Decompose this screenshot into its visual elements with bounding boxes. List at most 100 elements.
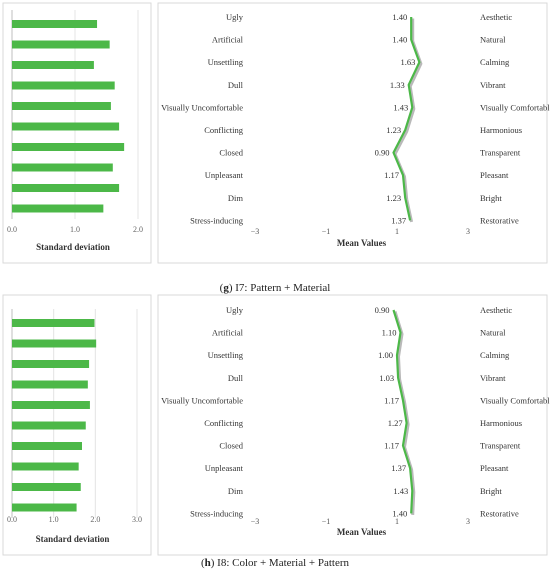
sd-bar [12,483,81,491]
sd-bar [12,61,94,69]
mean-value-label: 1.40 [392,508,407,518]
sd-bar [12,204,104,213]
mean-tick-label: 3 [466,227,470,236]
mean-left-label: Dim [228,193,244,203]
mean-value-label: 0.90 [375,305,390,315]
mean-right-label: Harmonious [480,418,522,428]
mean-left-label: Dull [228,80,244,90]
sd-bar [12,102,111,110]
mean-right-label: Bright [480,193,502,203]
mean-right-label: Vibrant [480,80,506,90]
mean-right-label: Pleasant [480,463,509,473]
sd-bar [12,20,98,28]
mean-right-label: Calming [480,57,510,67]
mean-right-label: Restorative [480,215,519,225]
sd-bar [12,421,86,430]
mean-left-label: Stress-inducing [190,508,244,518]
mean-left-label: Dim [228,486,244,496]
caption-h-letter: h [204,557,211,569]
mean-value-label: 1.37 [391,463,406,473]
mean-tick-label: 3 [466,517,470,526]
sd-bar [12,163,113,172]
mean-right-label: Transparent [480,148,521,158]
mean-value-label: 1.33 [390,80,405,90]
mean-chart-frame [157,294,548,556]
caption-g-letter: g [223,282,229,294]
sd-bar [12,81,115,90]
mean-value-label: 1.23 [386,193,401,203]
caption-h-text: ) I8: Color + Material + Pattern [210,557,350,569]
mean-left-label: Conflicting [204,125,243,135]
sd-axis-title: Standard deviation [36,534,110,544]
sd-bar [12,401,90,409]
sd-bar [12,122,120,131]
mean-right-label: Harmonious [480,125,522,135]
mean-right-label: Natural [480,35,506,45]
mean-left-label: Stress-inducing [190,215,244,225]
mean-left-label: Dull [228,373,244,383]
mean-left-label: Visually Uncomfortable [161,395,243,405]
mean-right-label: Visually Comfortable [480,102,550,112]
mean-value-label: 1.00 [378,350,393,360]
mean-right-label: Calming [480,350,510,360]
panel-h: 0.0 1.0 2.0 3.0 Standard deviation −3 −1 1 3 Mean… [2,294,550,556]
sd-tick-label: 1.0 [49,515,59,524]
mean-value-label: 1.43 [393,102,408,112]
mean-line-shadow [393,311,416,515]
mean-left-label: Conflicting [204,418,243,428]
sd-bar [12,339,97,348]
mean-left-label: Unsettling [208,350,244,360]
sd-tick-label: 1.0 [70,225,80,234]
mean-right-label: Bright [480,486,502,496]
mean-value-label: 1.23 [386,125,401,135]
mean-left-label: Artificial [212,35,244,45]
mean-value-label: 1.17 [384,395,399,405]
mean-value-label: 1.63 [400,57,415,67]
mean-value-label: 1.43 [393,486,408,496]
mean-tick-label: −1 [322,227,331,236]
mean-value-label: 1.27 [388,418,403,428]
mean-tick-label: 1 [395,517,399,526]
mean-value-label: 1.17 [384,170,399,180]
sd-bar [12,360,90,368]
sd-bar [12,442,82,450]
sd-tick-label: 2.0 [133,225,143,234]
mean-right-label: Vibrant [480,373,506,383]
mean-value-label: 1.40 [392,12,407,22]
sd-bar [12,40,110,49]
mean-axis-title: Mean Values [337,238,387,248]
sd-bar [12,503,77,512]
mean-tick-label: −1 [322,517,331,526]
mean-left-label: Ugly [226,305,244,315]
mean-right-label: Pleasant [480,170,509,180]
mean-axis-title: Mean Values [337,527,387,537]
mean-left-label: Closed [219,148,243,158]
mean-left-label: Ugly [226,12,244,22]
mean-value-label: 1.37 [391,215,406,225]
sd-bar [12,380,88,389]
mean-tick-label: −3 [251,517,260,526]
mean-right-label: Restorative [480,508,519,518]
mean-right-label: Natural [480,328,506,338]
mean-right-label: Aesthetic [480,305,512,315]
mean-left-label: Unsettling [208,57,244,67]
mean-value-label: 1.03 [379,373,394,383]
mean-line [392,17,421,221]
mean-right-label: Visually Comfortable [480,395,550,405]
mean-left-label: Unpleasant [205,463,244,473]
mean-left-label: Unpleasant [205,170,244,180]
mean-left-label: Artificial [212,328,244,338]
sd-bar [12,184,120,192]
sd-bar [12,462,79,471]
mean-value-label: 1.10 [382,328,397,338]
caption-g: (g) I7: Pattern + Material [219,282,331,294]
mean-chart-frame [157,2,548,264]
sd-tick-label: 0.0 [7,225,17,234]
panel-g: 0.0 1.0 2.0 Standard deviation −3 −1 1 3 Mean Va… [2,2,550,264]
mean-right-label: Aesthetic [480,12,512,22]
sd-tick-label: 0.0 [7,515,17,524]
mean-line [392,309,414,514]
mean-value-label: 1.17 [384,441,399,451]
sd-tick-label: 3.0 [132,515,142,524]
caption-g-text: ) I7: Pattern + Material [228,282,331,294]
